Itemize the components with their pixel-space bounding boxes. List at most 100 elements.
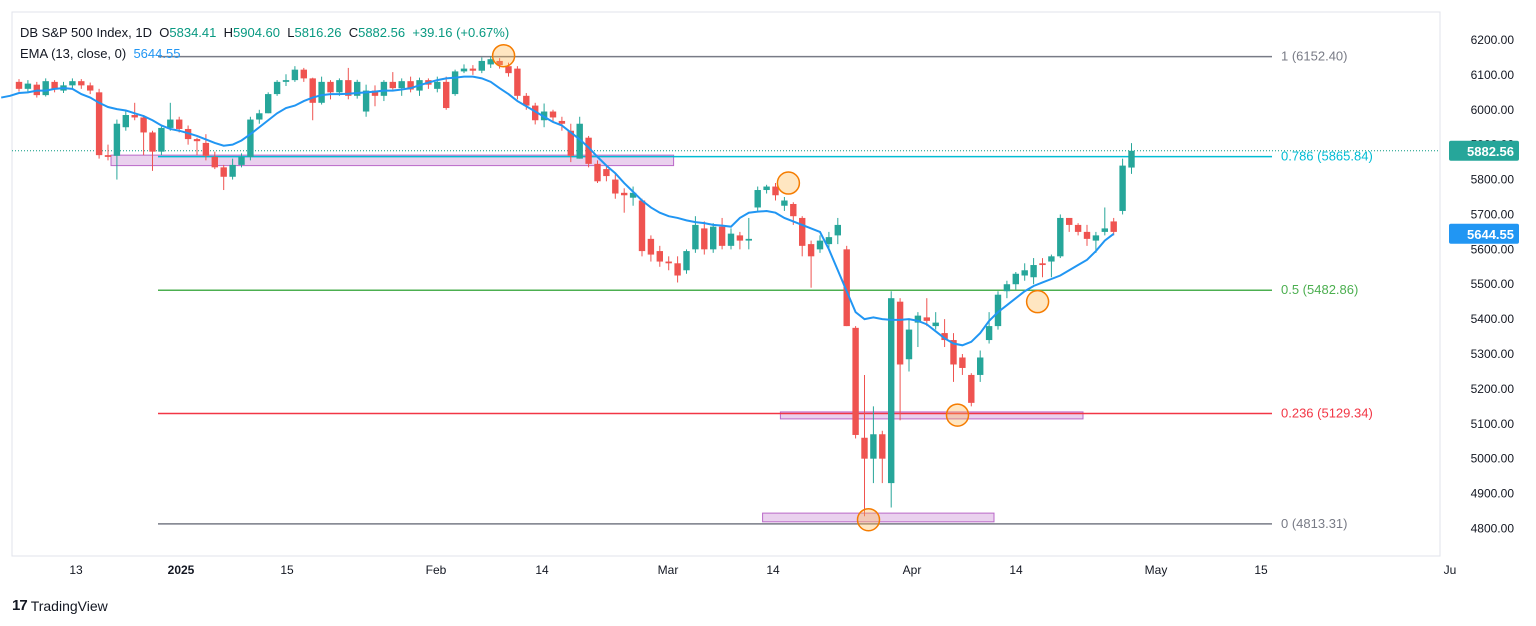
candle[interactable] (1128, 143, 1135, 174)
last-price-tag[interactable]: 5882.56 (1449, 140, 1519, 161)
candle[interactable] (567, 123, 574, 163)
candle[interactable] (834, 217, 841, 245)
candle[interactable] (745, 217, 752, 250)
candle[interactable] (1119, 158, 1126, 215)
candle[interactable] (282, 74, 290, 87)
candle[interactable] (905, 319, 913, 372)
time-axis[interactable]: 13 2025 15 Feb 14 Mar 14 Apr 14 May 15 Ju (12, 555, 1456, 577)
candle[interactable] (950, 333, 957, 382)
candle[interactable] (807, 240, 815, 288)
candle[interactable] (968, 373, 975, 407)
candle[interactable] (309, 77, 316, 121)
candle[interactable] (1012, 272, 1019, 290)
candle[interactable] (389, 72, 396, 90)
highlight-marker[interactable] (945, 403, 970, 427)
candle[interactable] (781, 197, 788, 211)
candle[interactable] (1110, 217, 1117, 236)
candle[interactable] (754, 186, 761, 211)
candle[interactable] (603, 165, 610, 182)
candle[interactable] (932, 312, 939, 330)
zone-top[interactable] (110, 154, 675, 167)
candle[interactable] (870, 406, 877, 484)
candle[interactable] (69, 78, 76, 89)
candle[interactable] (131, 102, 138, 121)
candle[interactable] (985, 312, 993, 344)
candle[interactable] (158, 126, 165, 156)
candle[interactable] (843, 245, 850, 327)
candle[interactable] (87, 82, 94, 95)
candle[interactable] (220, 164, 227, 191)
candle[interactable] (140, 115, 147, 156)
candle[interactable] (861, 374, 868, 517)
candle[interactable] (1003, 280, 1011, 299)
candle[interactable] (1074, 223, 1082, 236)
candle[interactable] (229, 158, 236, 180)
candle[interactable] (914, 312, 922, 348)
candle[interactable] (265, 92, 272, 114)
ema-line[interactable] (1, 75, 1115, 347)
candle[interactable] (371, 85, 379, 107)
candle[interactable] (478, 57, 485, 74)
candle[interactable] (42, 78, 49, 97)
tradingview-brand[interactable]: 17 TradingView (12, 597, 108, 614)
candle[interactable] (532, 102, 539, 125)
candle[interactable] (1030, 258, 1037, 285)
candle[interactable] (51, 80, 58, 93)
candle[interactable] (273, 80, 281, 96)
candle[interactable] (1101, 207, 1108, 236)
candle[interactable] (362, 84, 370, 117)
candle[interactable] (736, 231, 744, 250)
candle[interactable] (718, 217, 726, 250)
zone-mid[interactable] (779, 411, 1084, 420)
candle[interactable] (763, 184, 770, 194)
candle[interactable] (184, 125, 192, 145)
price-axis[interactable]: 6200.006100.006000.005900.005800.005700.… (1439, 12, 1519, 556)
candle[interactable] (104, 144, 112, 161)
candle[interactable] (683, 249, 690, 274)
candle[interactable] (665, 256, 672, 271)
candle[interactable] (585, 135, 592, 168)
candle[interactable] (638, 198, 646, 257)
candle[interactable] (1039, 258, 1046, 278)
candle[interactable] (1021, 263, 1028, 281)
highlight-marker[interactable] (776, 171, 801, 195)
candle[interactable] (15, 79, 23, 92)
candle[interactable] (621, 188, 628, 213)
candle[interactable] (291, 66, 299, 82)
candle[interactable] (799, 216, 806, 257)
candle[interactable] (656, 245, 663, 267)
candle[interactable] (1083, 224, 1091, 246)
candle[interactable] (816, 235, 824, 253)
candle[interactable] (674, 256, 681, 283)
highlight-marker[interactable] (1025, 289, 1050, 314)
candle[interactable] (24, 80, 32, 93)
candle[interactable] (647, 235, 655, 262)
candle[interactable] (78, 79, 85, 89)
candle[interactable] (1048, 254, 1055, 278)
highlight-marker[interactable] (491, 43, 516, 68)
candle[interactable] (612, 174, 619, 199)
candle[interactable] (318, 76, 325, 105)
candle[interactable] (407, 76, 414, 93)
candle[interactable] (710, 223, 717, 253)
candle[interactable] (923, 298, 930, 327)
candle[interactable] (701, 221, 708, 255)
candle[interactable] (398, 78, 405, 96)
candle[interactable] (959, 354, 966, 375)
candle[interactable] (888, 291, 895, 508)
candle[interactable] (211, 151, 218, 170)
candle[interactable] (327, 80, 334, 100)
ema-price-tag[interactable]: 5644.55 (1449, 223, 1519, 244)
candle[interactable] (727, 228, 735, 250)
candle[interactable] (300, 67, 307, 82)
candle[interactable] (558, 116, 566, 131)
symbol-label[interactable]: DB S&P 500 Index, 1D (20, 25, 153, 40)
candle[interactable] (487, 56, 494, 68)
candle[interactable] (941, 319, 948, 348)
candle[interactable] (469, 65, 477, 75)
candle[interactable] (496, 58, 503, 69)
candle[interactable] (193, 137, 201, 156)
candle[interactable] (238, 153, 245, 168)
candle[interactable] (1057, 214, 1064, 259)
